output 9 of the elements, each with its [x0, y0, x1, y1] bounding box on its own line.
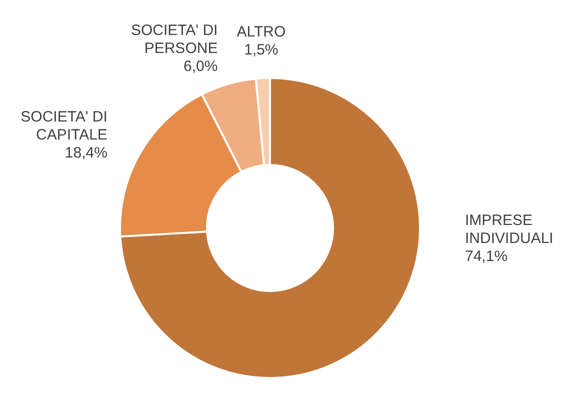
slice-label: SOCIETA' DI CAPITALE — [20, 108, 108, 144]
data-label: 74,1% — [465, 248, 508, 265]
slice-label: ALTRO — [236, 24, 286, 41]
data-label: 18,4% — [64, 144, 108, 162]
donut-slice — [119, 77, 421, 379]
data-label: 1,5% — [244, 42, 278, 59]
slice-label: IMPRESE INDIVIDUALI — [465, 212, 554, 247]
data-label: 6,0% — [183, 58, 218, 75]
slice-label: SOCIETA' DI PERSONE — [130, 22, 218, 57]
